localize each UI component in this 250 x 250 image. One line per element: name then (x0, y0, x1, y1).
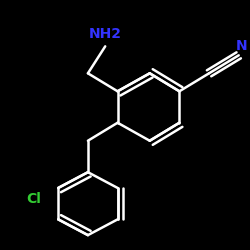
Text: N: N (236, 39, 247, 53)
Text: Cl: Cl (26, 192, 41, 206)
Text: NH2: NH2 (89, 26, 122, 40)
